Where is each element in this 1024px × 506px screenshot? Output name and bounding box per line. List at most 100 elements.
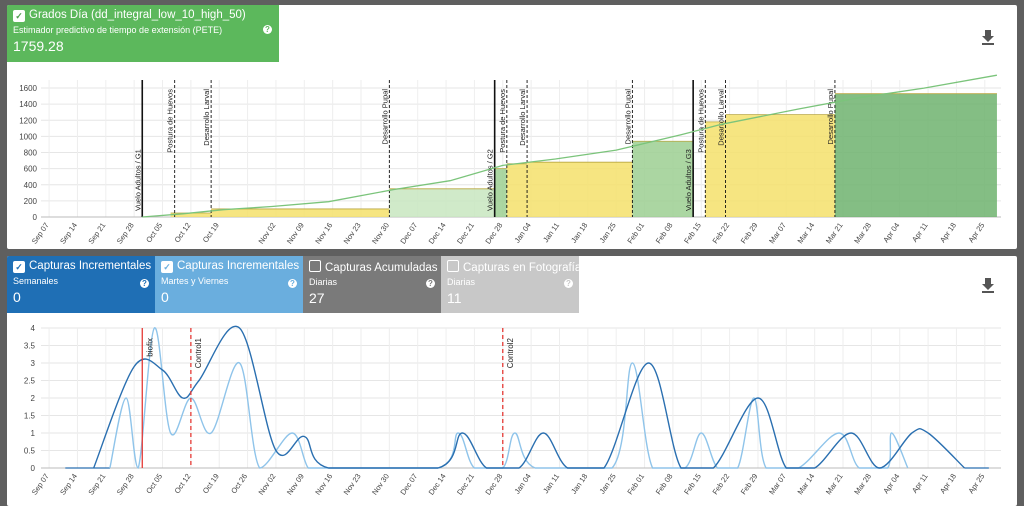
help-icon[interactable]: ? (426, 279, 435, 288)
card-subtitle: Diarias (447, 277, 476, 287)
x-tick-label: Oct 26 (229, 472, 249, 495)
y-tick-label: 0.5 (24, 447, 36, 456)
stage-band (705, 121, 726, 217)
x-tick-label: Feb 22 (710, 472, 731, 496)
stage-band (211, 208, 390, 217)
capture-card[interactable]: ✓ Capturas Incrementales Semanales 0? (7, 256, 155, 313)
x-tick-label: Dec 21 (455, 221, 476, 246)
checkbox-checked-icon[interactable]: ✓ (161, 261, 173, 273)
x-tick-label: Mar 28 (852, 221, 873, 245)
x-tick-label: Jan 04 (512, 472, 532, 496)
x-tick-label: Mar 07 (767, 472, 788, 496)
capture-card[interactable]: ✓ Capturas Incrementales Martes y Viernes 0… (155, 256, 303, 313)
stage-band (494, 168, 507, 217)
download-icon[interactable] (981, 29, 995, 45)
x-tick-label: Jan 18 (569, 472, 589, 496)
x-tick-label: Nov 02 (257, 221, 278, 246)
x-tick-label: Sep 14 (58, 221, 79, 246)
x-tick-label: Sep 14 (58, 472, 79, 497)
y-tick-label: 1600 (19, 84, 37, 93)
y-tick-label: 4 (31, 324, 36, 333)
y-tick-label: 2 (31, 394, 36, 403)
x-tick-label: Mar 21 (824, 221, 845, 245)
card-title: Capturas Incrementales (29, 260, 152, 272)
card-subtitle: Estimador predictivo de tiempo de extens… (13, 25, 223, 35)
x-tick-label: Jan 25 (598, 472, 618, 496)
stage-band (632, 141, 694, 217)
stage-label: Desarrollo Larval (717, 89, 726, 146)
x-tick-label: Nov 30 (370, 221, 391, 246)
checkbox-checked-icon[interactable]: ✓ (13, 261, 25, 273)
help-icon[interactable]: ? (263, 25, 272, 34)
x-tick-label: Dec 28 (483, 472, 504, 497)
x-tick-label: Feb 01 (625, 221, 646, 245)
x-tick-label: Nov 23 (342, 221, 363, 246)
stage-label: Vuelo Adultos / G2 (486, 149, 495, 211)
help-icon[interactable]: ? (288, 279, 297, 288)
x-tick-label: Jan 11 (541, 472, 561, 495)
card-value: 11 (447, 290, 462, 306)
event-marker-label: Control2 (506, 337, 515, 368)
x-tick-label: Dec 07 (398, 221, 419, 246)
stage-band (834, 93, 997, 217)
captures-chart: 0 0.5 1 1.5 2 2.5 3 3.5 4 Sep 07 Sep 14 Sep 21 Sep 2… (24, 324, 1001, 497)
x-tick-label: Mar 21 (824, 472, 845, 496)
y-tick-label: 1400 (19, 100, 37, 109)
checkbox-icon[interactable] (447, 260, 459, 272)
y-tick-label: 1.5 (24, 412, 36, 421)
x-tick-label: Jan 25 (598, 221, 618, 245)
x-tick-label: Feb 08 (654, 221, 675, 245)
help-icon[interactable]: ? (564, 279, 573, 288)
card-value: 0 (13, 289, 21, 305)
card-value: 27 (309, 290, 325, 306)
x-tick-label: Apr 18 (938, 472, 958, 495)
card-value: 0 (161, 289, 169, 305)
x-tick-label: Nov 30 (370, 472, 391, 497)
degree-days-card[interactable]: ✓ Grados Día (dd_integral_low_10_high_50)… (7, 5, 279, 62)
x-tick-label: Mar 14 (796, 472, 817, 496)
x-tick-label: Dec 28 (483, 221, 504, 246)
degree-days-chart: 0 200 400 600 800 1000 1200 1400 1600 Sep 07 Sep 1… (19, 74, 1001, 246)
stage-band (389, 188, 495, 217)
x-tick-label: Feb 15 (682, 221, 703, 245)
event-marker-label: biofix (145, 338, 154, 357)
y-tick-label: 200 (24, 197, 38, 206)
x-tick-label: Sep 07 (30, 221, 51, 246)
x-tick-label: Apr 04 (881, 472, 901, 495)
x-tick-label: Oct 19 (201, 472, 221, 495)
y-tick-label: 600 (24, 165, 38, 174)
checkbox-icon[interactable] (309, 260, 321, 272)
stage-label: Desarrollo Pupal (380, 89, 389, 145)
capture-card[interactable]: Capturas en Fotografía Diarias 11? (441, 256, 581, 313)
x-tick-label: Nov 16 (313, 472, 334, 497)
x-tick-label: Apr 04 (881, 221, 901, 244)
x-tick-label: Apr 18 (938, 221, 958, 244)
x-tick-label: Dec 14 (427, 221, 448, 246)
card-subtitle: Martes y Viernes (161, 276, 229, 286)
stage-label: Vuelo Adultos / G1 (133, 149, 142, 211)
help-icon[interactable]: ? (140, 279, 149, 288)
x-tick-label: Feb 08 (654, 472, 675, 496)
x-tick-label: Jan 11 (541, 221, 561, 244)
y-tick-label: 0 (33, 213, 38, 222)
y-tick-label: 1000 (19, 132, 37, 141)
stage-label: Vuelo Adultos / G3 (684, 149, 693, 211)
x-tick-label: Oct 12 (172, 221, 192, 244)
x-tick-label: Feb 29 (739, 221, 760, 245)
x-tick-label: Apr 11 (910, 472, 930, 495)
checkbox-checked-icon[interactable]: ✓ (13, 10, 25, 22)
x-tick-label: Dec 07 (398, 472, 419, 497)
x-tick-label: Mar 28 (852, 472, 873, 496)
stage-label: Desarrollo Pupal (623, 89, 632, 145)
download-icon[interactable] (981, 277, 995, 293)
y-tick-label: 1200 (19, 116, 37, 125)
capture-card[interactable]: Capturas Acumuladas Diarias 27? (303, 256, 441, 313)
stage-label: Desarrollo Larval (202, 89, 211, 146)
x-tick-label: Sep 07 (30, 472, 51, 497)
x-tick-label: Feb 15 (682, 472, 703, 496)
x-tick-label: Oct 12 (172, 472, 192, 495)
x-tick-label: Dec 21 (455, 472, 476, 497)
stage-band (170, 212, 212, 217)
x-tick-label: Oct 05 (144, 472, 164, 495)
x-tick-label: Apr 25 (966, 472, 986, 495)
